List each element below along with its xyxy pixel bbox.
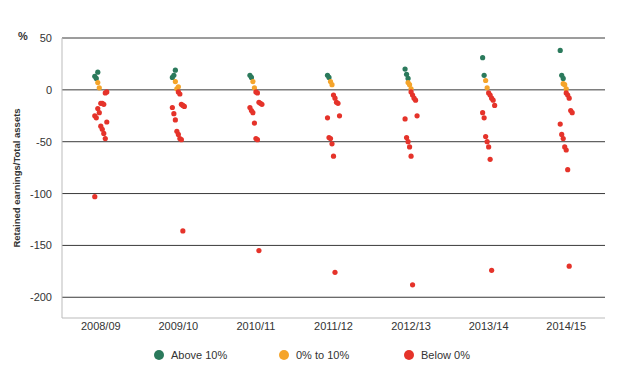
category-label: 2011/12 xyxy=(314,320,353,332)
point xyxy=(173,79,178,84)
legend-marker xyxy=(404,350,414,360)
point xyxy=(252,120,257,125)
point xyxy=(177,91,182,96)
grid-line xyxy=(62,245,605,246)
point xyxy=(328,136,333,141)
legend-label: Above 10% xyxy=(171,349,227,361)
point xyxy=(483,78,488,83)
tick-label: -150 xyxy=(30,239,52,251)
legend-marker xyxy=(154,350,164,360)
point xyxy=(170,105,175,110)
grid-line xyxy=(62,89,605,90)
point xyxy=(564,147,569,152)
point xyxy=(407,144,412,149)
point xyxy=(410,282,415,287)
point xyxy=(94,115,99,120)
grid-line xyxy=(62,38,605,39)
point xyxy=(570,110,575,115)
point xyxy=(104,119,109,124)
legend-label: Below 0% xyxy=(421,349,470,361)
point xyxy=(171,111,176,116)
legend-marker xyxy=(279,350,289,360)
category-label: 2013/14 xyxy=(469,320,509,332)
point xyxy=(558,121,563,126)
legend: Above 10% 0% to 10% Below 0% xyxy=(154,349,470,361)
point xyxy=(329,141,334,146)
point xyxy=(103,136,108,141)
point xyxy=(332,270,337,275)
point xyxy=(558,48,563,53)
point xyxy=(561,76,566,81)
tick-label: 50 xyxy=(40,32,52,44)
point xyxy=(329,82,334,87)
point xyxy=(480,55,485,60)
category-label: 2009/10 xyxy=(158,320,198,332)
point xyxy=(488,157,493,162)
point xyxy=(482,115,487,120)
point xyxy=(489,268,494,273)
point xyxy=(567,264,572,269)
grid-line xyxy=(62,193,605,194)
point xyxy=(255,90,260,95)
point xyxy=(250,110,255,115)
point xyxy=(179,137,184,142)
annotation: % xyxy=(18,30,28,42)
category-label: 2008/09 xyxy=(81,320,121,332)
point xyxy=(173,68,178,73)
point xyxy=(561,136,566,141)
point xyxy=(173,117,178,122)
point xyxy=(255,137,260,142)
point xyxy=(405,139,410,144)
points xyxy=(92,48,575,288)
point xyxy=(482,73,487,78)
tick-label: 0 xyxy=(46,84,52,96)
chart: 50 0 -50 -100 -150 -200% Retained earnings/Tot… xyxy=(0,0,628,385)
point xyxy=(176,84,181,89)
y-axis-line xyxy=(62,38,63,318)
point xyxy=(491,98,496,103)
point xyxy=(335,101,340,106)
point xyxy=(97,110,102,115)
tick-label: -100 xyxy=(30,188,52,200)
tick-label: -50 xyxy=(36,136,52,148)
category-label: 2014/15 xyxy=(546,320,586,332)
point xyxy=(104,89,109,94)
point xyxy=(565,167,570,172)
point xyxy=(97,85,102,90)
point xyxy=(171,73,176,78)
point xyxy=(180,228,185,233)
point xyxy=(402,67,407,72)
legend-label: 0% to 10% xyxy=(296,349,349,361)
point xyxy=(337,113,342,118)
point xyxy=(402,116,407,121)
point xyxy=(92,194,97,199)
category-label: 2012/13 xyxy=(391,320,431,332)
point xyxy=(486,144,491,149)
point xyxy=(250,79,255,84)
category-label: 2010/11 xyxy=(236,320,275,332)
point xyxy=(256,248,261,253)
point xyxy=(101,131,106,136)
point xyxy=(492,103,497,108)
point xyxy=(485,139,490,144)
point xyxy=(95,70,100,75)
point xyxy=(408,154,413,159)
point xyxy=(259,102,264,107)
point xyxy=(182,104,187,109)
point xyxy=(485,85,490,90)
point xyxy=(325,115,330,120)
point xyxy=(95,80,100,85)
x-axis-line xyxy=(62,318,605,319)
point xyxy=(567,96,572,101)
y-axis-label: Retained earnings/Total assets xyxy=(11,108,22,247)
grid-line xyxy=(62,297,605,298)
point xyxy=(414,113,419,118)
point xyxy=(331,154,336,159)
point xyxy=(413,98,418,103)
point xyxy=(483,134,488,139)
point xyxy=(101,102,106,107)
tick-label: -200 xyxy=(30,291,52,303)
point xyxy=(480,110,485,115)
